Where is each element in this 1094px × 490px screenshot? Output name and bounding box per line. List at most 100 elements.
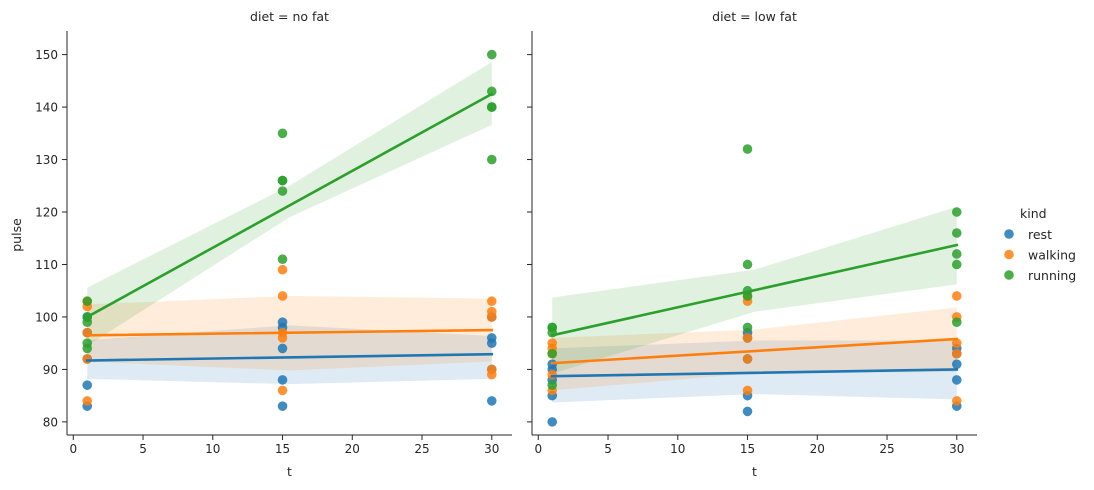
legend-item-running: running xyxy=(1004,268,1076,283)
point-rest xyxy=(277,375,288,385)
point-running xyxy=(486,154,497,165)
y-tick-label: 130 xyxy=(35,153,58,167)
legend-items: rest walking running xyxy=(1004,227,1076,283)
x-tick-label: 30 xyxy=(949,442,964,456)
point-rest xyxy=(486,396,497,406)
legend-title: kind xyxy=(1020,206,1047,221)
point-walking xyxy=(486,296,497,307)
point-running xyxy=(951,259,962,270)
point-walking xyxy=(277,385,288,396)
point-running xyxy=(951,228,962,238)
point-walking xyxy=(951,396,962,406)
point-walking xyxy=(742,333,753,343)
ci-band-rest xyxy=(87,325,492,385)
y-tick-label: 120 xyxy=(35,206,58,220)
x-tick-label: 20 xyxy=(810,442,825,456)
point-rest xyxy=(277,401,288,411)
point-running xyxy=(742,144,753,154)
facet-panel-1: diet = no fat 0 5 10 15 20 25 30 80 90 100 110 120 13… xyxy=(35,9,512,479)
point-running xyxy=(82,338,93,348)
x-tick-label: 25 xyxy=(414,442,429,456)
point-running xyxy=(547,322,558,333)
point-rest xyxy=(486,333,497,343)
x-tick-label: 15 xyxy=(740,442,755,456)
point-walking xyxy=(547,369,558,380)
point-running xyxy=(742,322,753,333)
y-tick-label: 80 xyxy=(43,415,58,429)
point-rest xyxy=(277,317,288,327)
point-running xyxy=(277,186,288,196)
point-running xyxy=(547,380,558,390)
fit-line-walking xyxy=(550,337,959,365)
legend-marker-walking xyxy=(1004,249,1014,260)
legend-marker-rest xyxy=(1004,229,1014,239)
point-rest xyxy=(82,380,93,390)
legend-item-walking: walking xyxy=(1004,248,1076,263)
facet-panel-2: diet = low fat 0 5 10 15 20 25 30 t xyxy=(527,9,977,479)
point-running xyxy=(486,102,497,112)
ci-band-running xyxy=(87,61,492,346)
x-axis-label: t xyxy=(287,464,292,479)
point-walking xyxy=(82,354,93,364)
point-running xyxy=(742,259,753,270)
point-walking xyxy=(951,291,962,301)
point-rest xyxy=(277,343,288,354)
legend-item-rest: rest xyxy=(1004,227,1052,242)
point-walking xyxy=(277,291,288,301)
point-walking xyxy=(277,264,288,275)
legend-label-rest: rest xyxy=(1028,227,1052,242)
point-walking xyxy=(82,396,93,406)
point-running xyxy=(951,207,962,217)
point-rest xyxy=(951,375,962,385)
fit-line-running xyxy=(85,92,494,319)
ci-band-walking xyxy=(552,307,957,391)
point-running xyxy=(277,254,288,265)
x-tick-label: 15 xyxy=(275,442,290,456)
point-walking xyxy=(951,348,962,359)
x-tick-label: 30 xyxy=(484,442,499,456)
legend-label-running: running xyxy=(1028,268,1076,283)
y-tick-label: 110 xyxy=(35,258,58,272)
x-tick-label: 0 xyxy=(69,442,77,456)
point-rest xyxy=(951,359,962,369)
fit-line-rest xyxy=(85,352,494,362)
legend: kind rest walking running xyxy=(1004,206,1076,283)
y-tick-label: 90 xyxy=(43,363,58,377)
fit-line-walking xyxy=(85,328,494,337)
point-walking xyxy=(486,364,497,375)
x-tick-label: 20 xyxy=(345,442,360,456)
y-tick-label: 100 xyxy=(35,310,58,324)
x-tick-label: 10 xyxy=(670,442,685,456)
point-running xyxy=(951,249,962,259)
point-walking xyxy=(742,354,753,364)
point-walking xyxy=(547,338,558,348)
legend-label-walking: walking xyxy=(1028,248,1076,263)
point-running xyxy=(486,86,497,97)
x-tick-label: 25 xyxy=(879,442,894,456)
x-tick-label: 10 xyxy=(205,442,220,456)
panel-title: diet = low fat xyxy=(712,9,797,24)
point-running xyxy=(951,317,962,327)
fit-line-running xyxy=(550,243,959,337)
point-running xyxy=(486,49,497,60)
point-walking xyxy=(486,306,497,317)
y-axis-label: pulse xyxy=(9,218,24,252)
fit-line-rest xyxy=(550,368,959,378)
y-tick-label: 150 xyxy=(35,48,58,62)
point-running xyxy=(82,296,93,307)
point-walking xyxy=(951,338,962,348)
x-axis-label: t xyxy=(752,464,757,479)
point-running xyxy=(547,348,558,359)
point-walking xyxy=(742,385,753,396)
legend-marker-running xyxy=(1004,270,1014,280)
x-tick-label: 5 xyxy=(139,442,147,456)
panel-title: diet = no fat xyxy=(250,9,329,24)
x-tick-label: 0 xyxy=(534,442,542,456)
point-running xyxy=(277,175,288,186)
point-rest xyxy=(547,417,558,427)
x-tick-label: 5 xyxy=(604,442,612,456)
point-rest xyxy=(742,406,753,417)
y-tick-label: 140 xyxy=(35,101,58,115)
